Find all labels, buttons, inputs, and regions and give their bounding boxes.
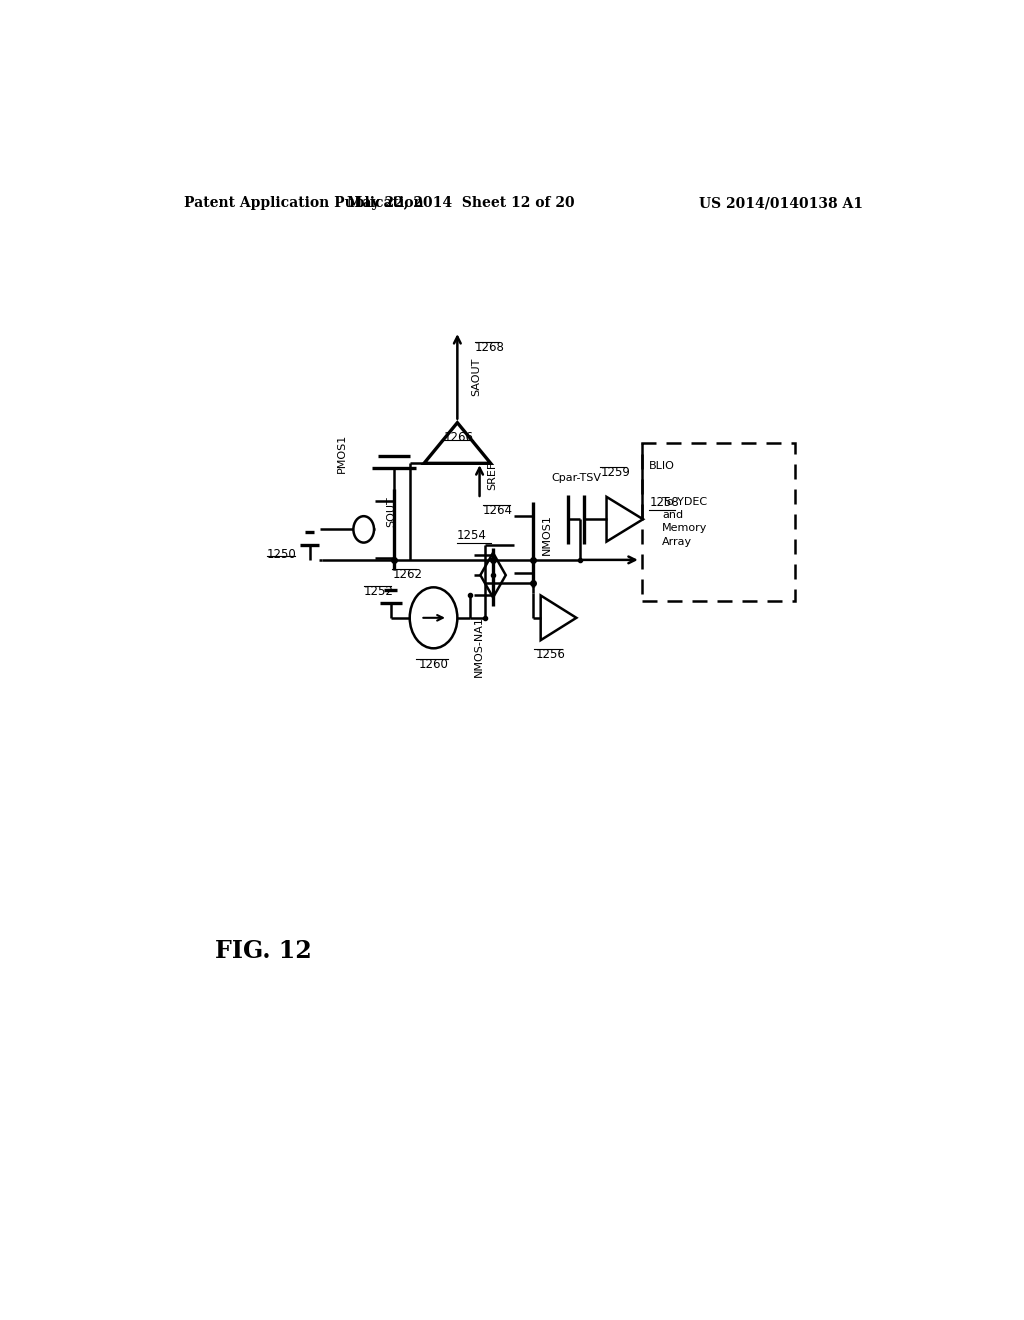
Text: 1258: 1258 xyxy=(649,496,679,510)
Text: NMOS-NA1: NMOS-NA1 xyxy=(473,616,483,677)
Text: PMOS1: PMOS1 xyxy=(337,434,347,474)
Text: 1256: 1256 xyxy=(536,648,565,661)
Text: FIG. 12: FIG. 12 xyxy=(215,940,312,964)
Text: 1260: 1260 xyxy=(419,659,449,672)
Text: 1262: 1262 xyxy=(392,568,422,581)
Text: BLIO: BLIO xyxy=(648,461,675,471)
Text: 1252: 1252 xyxy=(364,585,393,598)
Text: Patent Application Publication: Patent Application Publication xyxy=(183,197,423,210)
Text: US 2014/0140138 A1: US 2014/0140138 A1 xyxy=(699,197,863,210)
Text: To YDEC
and
Memory
Array: To YDEC and Memory Array xyxy=(663,496,708,546)
Text: May 22, 2014  Sheet 12 of 20: May 22, 2014 Sheet 12 of 20 xyxy=(347,197,575,210)
Text: NMOS1: NMOS1 xyxy=(543,513,552,554)
Text: SREF: SREF xyxy=(487,462,498,490)
Text: Cpar-TSV: Cpar-TSV xyxy=(551,473,601,483)
Text: 1259: 1259 xyxy=(600,466,630,479)
Text: 1266: 1266 xyxy=(444,432,474,445)
Text: 1264: 1264 xyxy=(482,504,513,517)
Text: SAOUT: SAOUT xyxy=(472,358,481,396)
Text: 1254: 1254 xyxy=(457,528,486,541)
Text: SOUT: SOUT xyxy=(386,496,396,527)
Text: 1268: 1268 xyxy=(475,342,505,354)
Text: 1250: 1250 xyxy=(267,548,297,561)
